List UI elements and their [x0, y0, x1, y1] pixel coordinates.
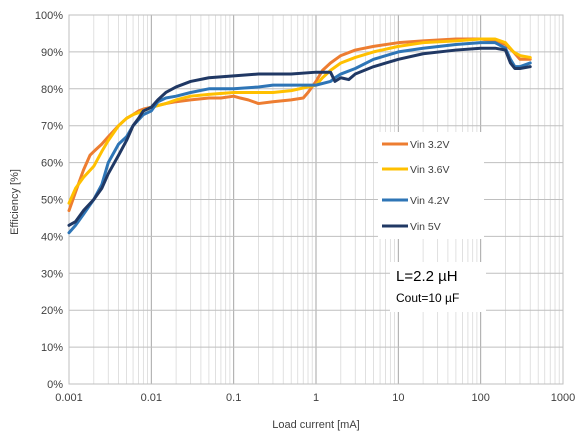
y-tick-label: 10%	[41, 342, 63, 354]
y-tick-label: 70%	[41, 121, 63, 133]
y-tick-label: 20%	[41, 305, 63, 317]
y-tick-label: 100%	[35, 10, 63, 22]
legend-label-3: Vin 4.2V	[410, 195, 450, 207]
y-tick-label: 50%	[41, 195, 63, 207]
inductor-annotation: L=2.2 µH Cout=10 µF	[390, 262, 486, 312]
x-tick-label: 0.1	[226, 392, 241, 404]
legend-label-2: Vin 3.6V	[410, 164, 450, 176]
x-tick-label: 1000	[551, 392, 575, 404]
y-axis-ticks: 0% 10% 20% 30% 40% 50% 60% 70% 80% 90% 100%	[35, 10, 63, 391]
y-tick-label: 90%	[41, 47, 63, 59]
series-lines	[67, 37, 532, 235]
legend-label-4: Vin 5V	[410, 221, 441, 233]
x-tick-label: 100	[471, 392, 489, 404]
y-tick-label: 40%	[41, 231, 63, 243]
annotation-inductance: L=2.2 µH	[396, 268, 458, 285]
y-tick-label: 30%	[41, 268, 63, 280]
legend-box	[378, 132, 484, 239]
x-axis-ticks: 0.001 0.01 0.1 1 10 100 1000	[55, 392, 575, 404]
x-tick-label: 0.001	[55, 392, 83, 404]
x-tick-label: 10	[392, 392, 404, 404]
x-axis-title: Load current [mA]	[272, 419, 359, 431]
legend: Vin 3.2V Vin 3.6V Vin 4.2V Vin 5V	[378, 132, 484, 239]
grid	[68, 14, 564, 385]
y-tick-label: 80%	[41, 84, 63, 96]
legend-label-1: Vin 3.2V	[410, 139, 450, 151]
y-axis-title: Efficiency [%]	[9, 169, 21, 235]
y-tick-label: 0%	[47, 379, 63, 391]
annotation-box	[390, 262, 486, 312]
series-line-4	[67, 46, 532, 227]
y-tick-label: 60%	[41, 158, 63, 170]
series-line-2	[67, 37, 532, 205]
annotation-capacitance: Cout=10 µF	[396, 291, 459, 305]
x-tick-label: 1	[313, 392, 319, 404]
series-line-3	[67, 41, 532, 235]
x-tick-label: 0.01	[141, 392, 162, 404]
